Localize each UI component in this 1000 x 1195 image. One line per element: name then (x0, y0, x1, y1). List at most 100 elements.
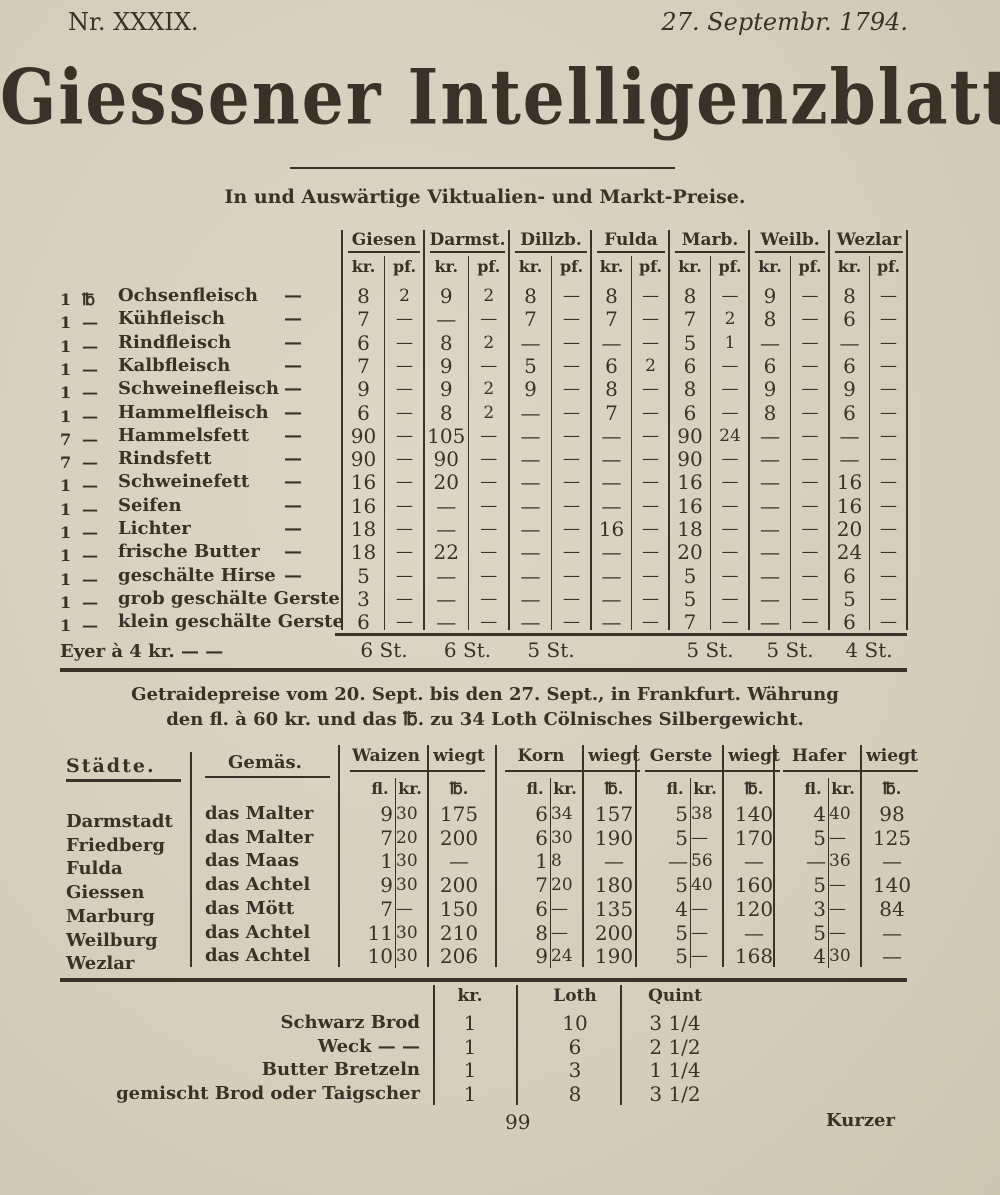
row-dash: — (284, 564, 302, 586)
price-kr: 9 (524, 377, 537, 402)
weight-lb: 125 (872, 825, 912, 850)
grain-header: Waizen (352, 746, 420, 766)
price-kr: 18 (350, 517, 377, 541)
price-kr: 16 (836, 493, 863, 518)
unit-kr: kr. (398, 779, 422, 798)
grain-city: Friedberg (66, 834, 165, 856)
bread-value: 3 1/2 (649, 1081, 701, 1106)
row-qty: 7 (60, 453, 72, 473)
price-pf: — (480, 519, 498, 539)
price-kr: — (760, 563, 780, 588)
price-kr: 8 (357, 284, 370, 308)
price-kr: 5 (524, 353, 537, 378)
price-kr: — (691, 946, 708, 967)
price-kr: — (520, 563, 541, 588)
price-kr: — (520, 423, 541, 448)
row-qty: 1 (60, 523, 72, 542)
unit-pf: pf. (876, 257, 901, 276)
price-kr: 90 (350, 447, 377, 472)
price-kr: — (839, 330, 860, 355)
bread-header: Loth (553, 986, 597, 1006)
price-kr: 6 (357, 330, 370, 355)
city-header-rule (675, 251, 745, 253)
subcolumn-divider (690, 778, 691, 968)
row-qty: 1 (60, 290, 72, 309)
price-kr: — (436, 493, 457, 518)
price-pf: — (801, 449, 819, 470)
city-header-rule (835, 251, 903, 253)
price-kr: — (760, 330, 780, 355)
eggs-count: 5 St. (686, 638, 734, 662)
price-pf: — (396, 542, 413, 563)
row-unit: — (82, 616, 98, 636)
price-pf: — (880, 588, 897, 609)
grain-measure: das Achtel (205, 921, 311, 943)
price-pf: — (480, 495, 498, 516)
price-pf: — (880, 309, 897, 330)
price-kr: — (760, 586, 780, 611)
price-pf: — (880, 425, 897, 446)
price-kr: 30 (396, 804, 418, 824)
price-kr: 16 (598, 517, 625, 541)
grain-header-rule (350, 770, 485, 772)
column-divider (722, 745, 724, 967)
price-pf: — (801, 402, 819, 423)
price-kr: 30 (396, 946, 418, 967)
price-fl: 6 (535, 825, 548, 850)
price-pf: — (642, 495, 659, 516)
issue-date: 27. Septembr. 1794. (661, 8, 908, 36)
unit-fl: fl. (371, 779, 389, 798)
price-pf: — (480, 355, 498, 376)
price-pf: — (880, 519, 897, 539)
price-kr: 6 (683, 400, 697, 425)
price-kr: — (601, 540, 622, 565)
price-pf: 24 (719, 425, 741, 446)
price-kr: 6 (605, 353, 618, 378)
price-pf: — (480, 472, 498, 493)
table-bottom-rule (335, 633, 907, 636)
weighs-header: wiegt (728, 746, 780, 766)
unit-pf: pf. (718, 257, 742, 276)
price-pf: — (563, 588, 580, 609)
price-kr: — (601, 563, 622, 588)
price-pf: — (721, 612, 739, 633)
price-kr: 6 (357, 610, 370, 635)
bread-item: gemischt Brod oder Taigscher (116, 1082, 420, 1104)
price-kr: — (601, 447, 622, 472)
price-pf: — (480, 425, 498, 446)
price-pf: — (642, 425, 659, 446)
column-divider (582, 745, 584, 967)
row-item: grob geschälte Gerste (118, 587, 340, 609)
grain-header-rule (783, 770, 918, 772)
price-fl: 5 (675, 920, 688, 945)
price-kr: — (520, 330, 541, 355)
unit-kr: kr. (837, 257, 862, 276)
row-unit: — (82, 359, 98, 379)
unit-lb: ℔. (604, 779, 624, 798)
price-pf: — (801, 332, 819, 353)
unit-kr: kr. (553, 779, 577, 798)
subcolumn-divider (467, 256, 469, 630)
weight-lb: 150 (439, 896, 479, 921)
grain-city: Weilburg (66, 929, 158, 951)
price-kr: 3 (357, 586, 370, 611)
price-fl: 5 (675, 802, 688, 826)
grain-header-rule (645, 770, 780, 772)
price-kr: — (601, 610, 622, 635)
unit-lb: ℔. (449, 779, 469, 798)
row-qty: 1 (60, 476, 72, 496)
price-kr: 16 (677, 470, 703, 495)
weight-lb: — (882, 920, 902, 945)
weight-lb: — (604, 849, 624, 874)
row-item: frische Butter (118, 541, 260, 563)
row-dash: — (284, 331, 302, 353)
price-kr: 7 (683, 307, 697, 332)
eggs-count: 6 St. (360, 638, 408, 662)
price-kr: 7 (357, 307, 370, 332)
title-rule (290, 167, 675, 169)
column-divider (828, 230, 830, 630)
weight-lb: 140 (872, 873, 912, 898)
price-kr: 22 (433, 540, 459, 565)
row-item: Hammelfleisch (118, 401, 269, 423)
price-kr: 8 (683, 377, 697, 402)
